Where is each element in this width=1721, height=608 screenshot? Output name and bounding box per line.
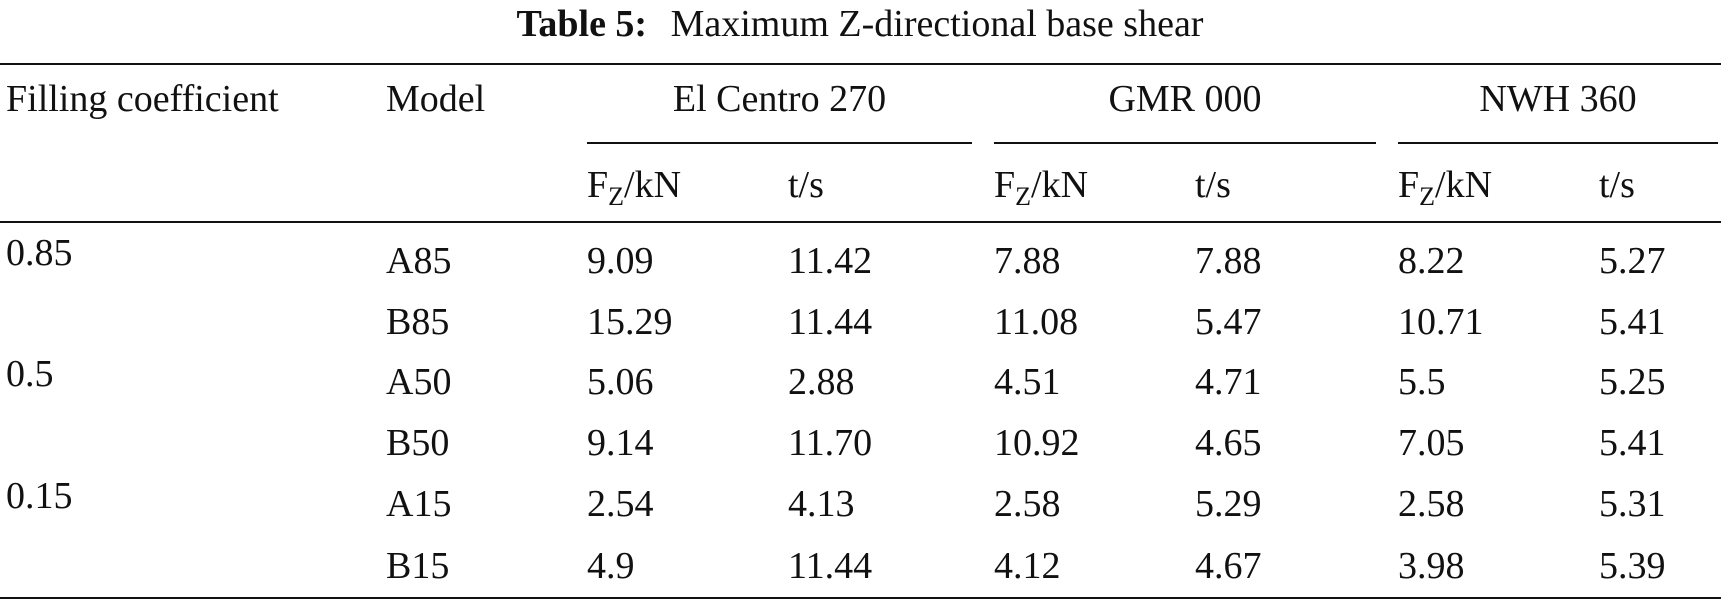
- force-subscript: Z: [1419, 182, 1435, 211]
- model-cell: A50: [386, 361, 451, 403]
- value-cell: 5.27: [1599, 240, 1666, 282]
- value-cell: 5.39: [1599, 545, 1666, 587]
- value-cell: 4.9: [587, 545, 635, 587]
- group-header: GMR 000: [1108, 78, 1261, 120]
- force-header: FZ/kN: [587, 164, 681, 211]
- value-cell: 10.92: [994, 422, 1080, 464]
- time-header: t/s: [1599, 164, 1635, 206]
- value-cell: 7.88: [1195, 240, 1262, 282]
- force-symbol: F: [994, 164, 1015, 206]
- filling-cell: 0.15: [6, 475, 73, 517]
- value-cell: 4.65: [1195, 422, 1262, 464]
- model-cell: B50: [386, 422, 449, 464]
- value-cell: 10.71: [1398, 301, 1484, 343]
- value-cell: 5.06: [587, 361, 654, 403]
- value-cell: 11.42: [788, 240, 872, 282]
- value-cell: 2.54: [587, 483, 654, 525]
- force-unit: /kN: [1031, 164, 1088, 206]
- force-symbol: F: [587, 164, 608, 206]
- force-subscript: Z: [1015, 182, 1031, 211]
- group-header: NWH 360: [1479, 78, 1636, 120]
- time-header: t/s: [1195, 164, 1231, 206]
- value-cell: 4.67: [1195, 545, 1262, 587]
- value-cell: 2.88: [788, 361, 855, 403]
- value-cell: 11.70: [788, 422, 872, 464]
- value-cell: 5.25: [1599, 361, 1666, 403]
- model-cell: A85: [386, 240, 451, 282]
- model-cell: B85: [386, 301, 449, 343]
- value-cell: 5.5: [1398, 361, 1446, 403]
- value-cell: 8.22: [1398, 240, 1465, 282]
- force-unit: /kN: [624, 164, 681, 206]
- group-header: El Centro 270: [673, 78, 886, 120]
- time-header: t/s: [788, 164, 824, 206]
- force-subscript: Z: [608, 182, 624, 211]
- value-cell: 2.58: [994, 483, 1061, 525]
- value-cell: 4.51: [994, 361, 1061, 403]
- caption: Table 5: Maximum Z-directional base shea…: [517, 3, 1204, 45]
- value-cell: 5.47: [1195, 301, 1262, 343]
- value-cell: 5.41: [1599, 301, 1666, 343]
- value-cell: 9.09: [587, 240, 654, 282]
- value-cell: 9.14: [587, 422, 654, 464]
- force-symbol: F: [1398, 164, 1419, 206]
- force-header: FZ/kN: [994, 164, 1088, 211]
- value-cell: 7.05: [1398, 422, 1465, 464]
- caption-label: Table 5:: [517, 3, 648, 45]
- value-cell: 11.44: [788, 301, 872, 343]
- model-cell: A15: [386, 483, 451, 525]
- force-header: FZ/kN: [1398, 164, 1492, 211]
- caption-text: Maximum Z-directional base shear: [671, 3, 1204, 45]
- value-cell: 2.58: [1398, 483, 1465, 525]
- value-cell: 5.41: [1599, 422, 1666, 464]
- filling-cell: 0.5: [6, 353, 54, 395]
- filling-cell: 0.85: [6, 232, 73, 274]
- value-cell: 3.98: [1398, 545, 1465, 587]
- model-cell: B15: [386, 545, 449, 587]
- force-unit: /kN: [1435, 164, 1492, 206]
- value-cell: 11.44: [788, 545, 872, 587]
- value-cell: 15.29: [587, 301, 673, 343]
- value-cell: 7.88: [994, 240, 1061, 282]
- value-cell: 11.08: [994, 301, 1078, 343]
- value-cell: 4.12: [994, 545, 1061, 587]
- header-filling: Filling coefficient: [6, 78, 279, 120]
- value-cell: 4.13: [788, 483, 855, 525]
- value-cell: 5.31: [1599, 483, 1666, 525]
- value-cell: 5.29: [1195, 483, 1262, 525]
- header-model: Model: [386, 78, 485, 120]
- value-cell: 4.71: [1195, 361, 1262, 403]
